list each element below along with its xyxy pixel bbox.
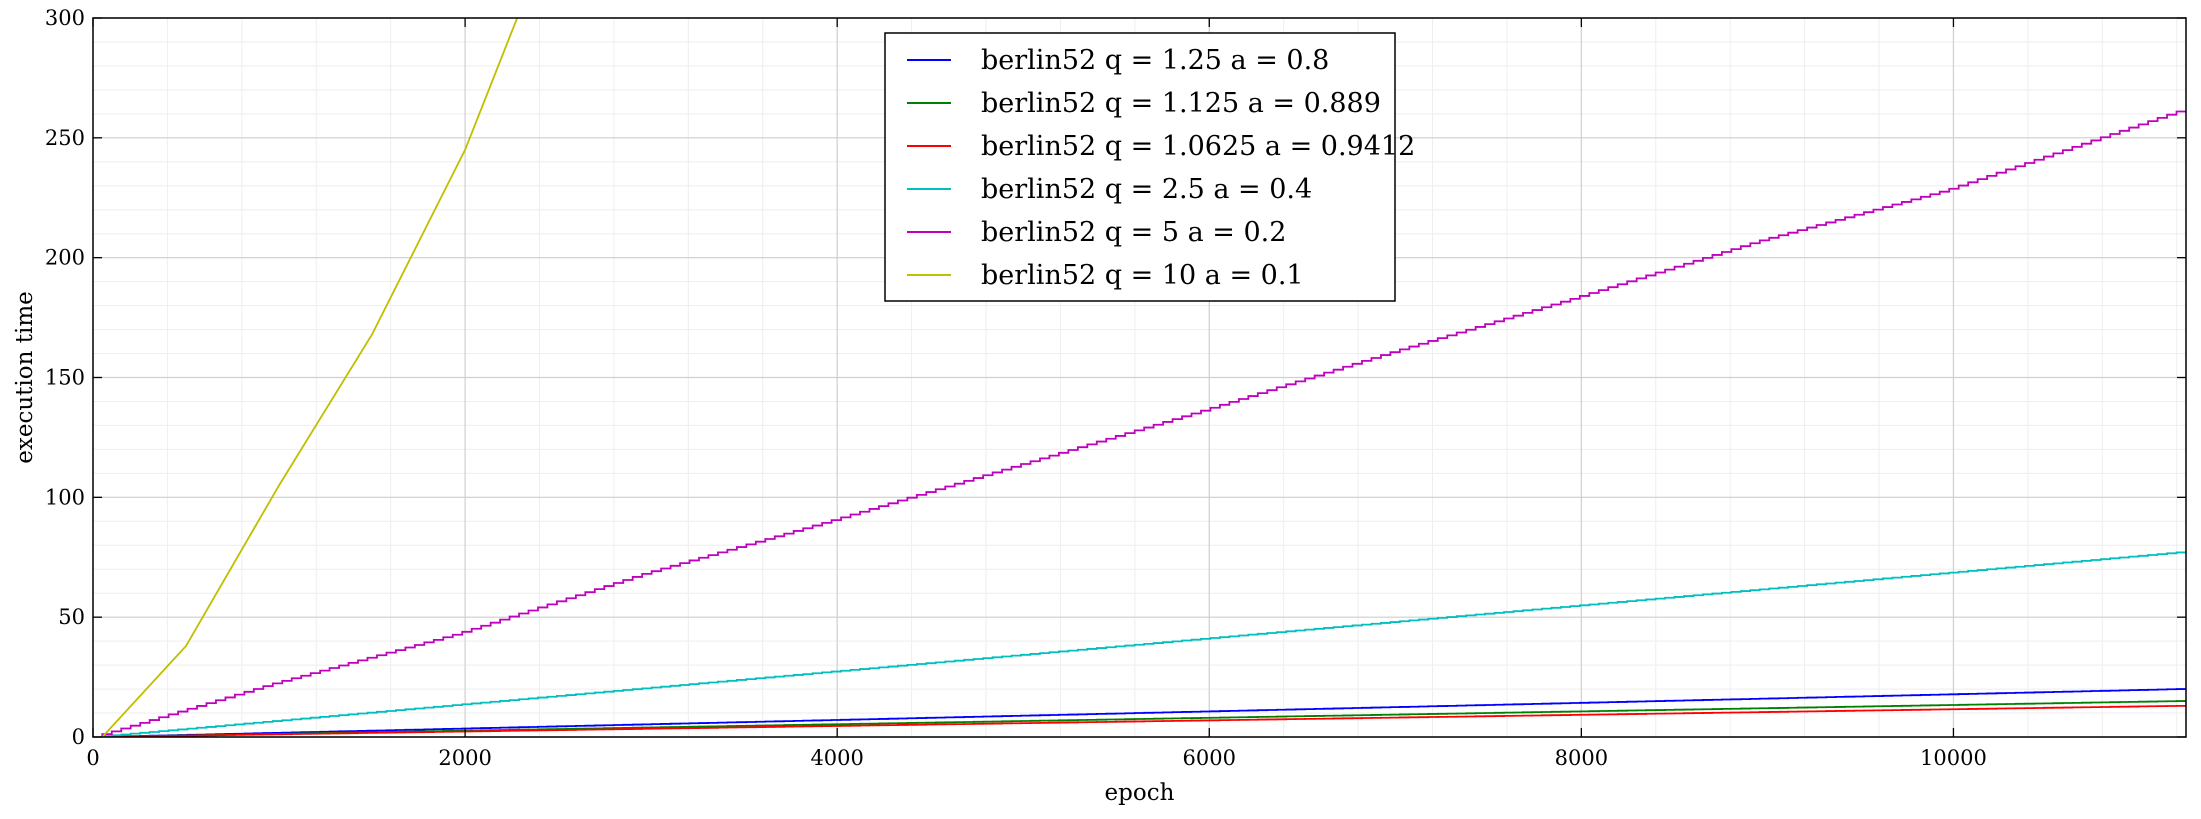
x-tick-label: 4000	[810, 746, 863, 770]
x-axis-title: epoch	[1105, 780, 1175, 806]
ticks	[92, 17, 2186, 738]
legend-box	[884, 32, 1396, 302]
x-tick-label: 8000	[1555, 746, 1608, 770]
y-tick-label: 200	[45, 246, 85, 270]
series-line-3	[101, 551, 2186, 737]
y-tick-label: 150	[45, 366, 85, 390]
series-layer	[101, 18, 2186, 737]
series-line-4	[101, 110, 2186, 737]
series-line-5	[101, 18, 519, 737]
x-tick-label: 6000	[1183, 746, 1236, 770]
x-tick-label: 0	[86, 746, 99, 770]
y-tick-label: 100	[45, 485, 85, 509]
y-tick-label: 250	[45, 126, 85, 150]
x-tick-label: 2000	[438, 746, 491, 770]
series-line-2	[101, 704, 2186, 737]
y-tick-label: 0	[72, 725, 85, 749]
legend: berlin52 q = 1.25 a = 0.8 berlin52 q = 1.…	[884, 32, 1415, 302]
legend-label: berlin52 q = 1.0625 a = 0.9412	[981, 131, 1415, 162]
y-tick-labels: 0 50 100 150 200 250 300	[45, 6, 85, 749]
y-tick-label: 50	[58, 605, 85, 629]
x-tick-labels: 0 2000 4000 6000 8000 10000	[86, 746, 1987, 770]
legend-label: berlin52 q = 10 a = 0.1	[981, 260, 1304, 291]
legend-label: berlin52 q = 1.125 a = 0.889	[981, 88, 1381, 119]
legend-label: berlin52 q = 5 a = 0.2	[981, 217, 1286, 248]
x-tick-label: 10000	[1920, 746, 1987, 770]
y-tick-label: 300	[45, 6, 85, 30]
y-axis-title: execution time	[12, 291, 38, 463]
legend-label: berlin52 q = 2.5 a = 0.4	[981, 174, 1312, 205]
legend-label: berlin52 q = 1.25 a = 0.8	[981, 45, 1329, 76]
series-line-0	[101, 688, 2186, 737]
